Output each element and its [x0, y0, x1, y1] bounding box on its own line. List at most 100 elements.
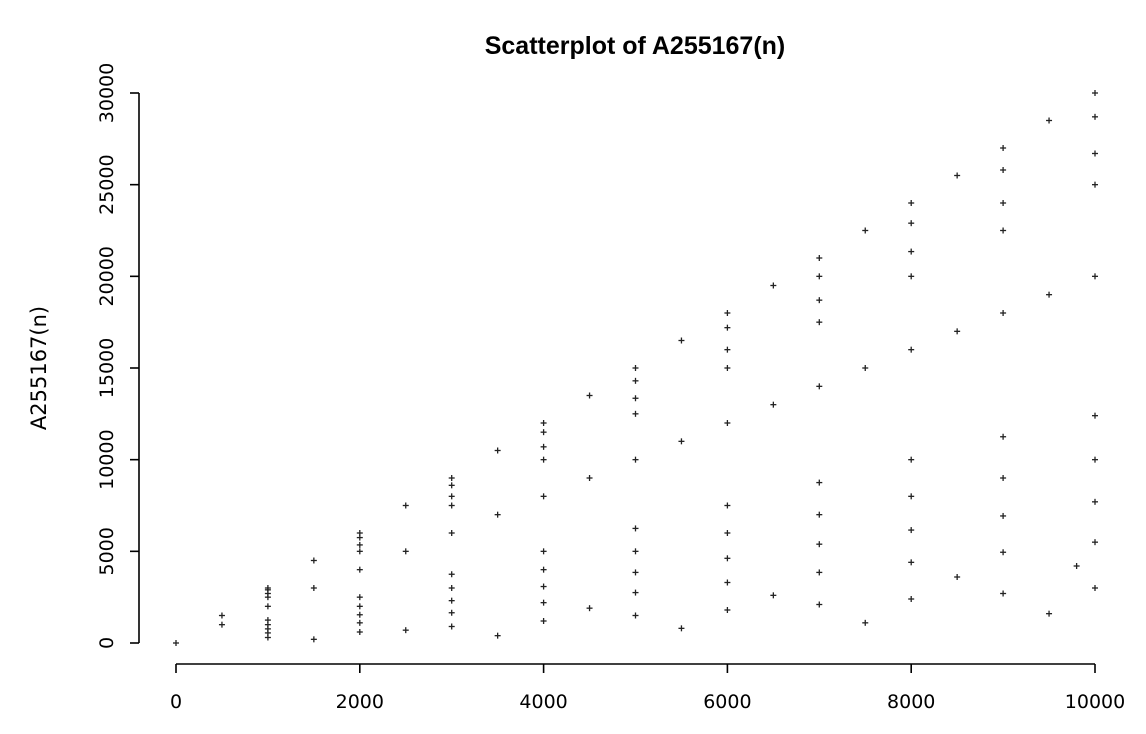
data-point — [448, 585, 455, 591]
data-point — [356, 594, 363, 601]
x-tick-label: 4000 — [519, 691, 567, 713]
data-point — [356, 619, 363, 626]
data-point — [770, 401, 777, 408]
data-point — [908, 493, 915, 500]
data-point — [402, 627, 409, 634]
data-point — [816, 541, 823, 548]
data-point — [540, 618, 547, 624]
data-point — [816, 511, 823, 518]
y-tick-label: 0 — [96, 637, 118, 649]
data-point — [1000, 475, 1007, 481]
x-tick-label: 8000 — [887, 691, 935, 713]
data-point — [908, 527, 915, 534]
data-point — [816, 479, 823, 486]
axes — [138, 93, 1095, 665]
x-tick-label: 2000 — [336, 691, 384, 713]
data-point — [586, 605, 593, 612]
data-point — [724, 502, 731, 509]
data-point — [724, 579, 731, 586]
data-point — [724, 365, 731, 371]
data-point — [448, 482, 455, 489]
x-tick-label: 10000 — [1065, 691, 1125, 713]
data-point — [678, 337, 685, 344]
y-axis-ticks: 0 5000 10000 15000 20000 25000 30000 — [96, 63, 139, 649]
x-tick-label: 6000 — [703, 691, 751, 713]
data-point — [448, 597, 455, 604]
data-point — [1092, 456, 1098, 463]
data-point — [632, 589, 639, 596]
data-point — [1092, 181, 1098, 188]
data-point — [1092, 90, 1098, 96]
chart-title: Scatterplot of A255167(n) — [485, 32, 786, 60]
data-point — [356, 548, 363, 555]
y-tick-label: 25000 — [96, 154, 118, 214]
data-point — [1073, 563, 1080, 569]
data-point — [540, 548, 547, 555]
data-point — [218, 621, 225, 628]
data-point — [816, 319, 823, 326]
data-point — [1000, 200, 1007, 206]
data-point — [1000, 549, 1007, 556]
data-point — [264, 603, 271, 610]
data-point — [954, 574, 961, 580]
data-point — [356, 603, 363, 610]
data-point — [908, 346, 915, 353]
data-point — [540, 566, 547, 573]
data-point — [402, 502, 409, 509]
data-point — [448, 571, 455, 578]
data-point — [356, 629, 363, 635]
data-point — [632, 365, 639, 371]
x-axis-ticks: 0 2000 4000 6000 8000 10000 — [170, 664, 1125, 713]
data-point — [632, 548, 639, 555]
data-point — [1000, 310, 1007, 316]
data-point — [264, 634, 271, 641]
data-point — [356, 566, 363, 573]
data-point — [1092, 412, 1098, 419]
data-point — [724, 607, 731, 613]
data-point — [310, 585, 317, 591]
data-point — [632, 377, 639, 384]
data-point — [954, 172, 961, 179]
y-axis-label: A255167(n) — [27, 306, 51, 430]
y-tick-label: 5000 — [96, 527, 118, 575]
data-point — [1000, 590, 1007, 597]
y-tick-label: 20000 — [96, 246, 118, 306]
data-point — [448, 493, 455, 500]
data-point — [724, 555, 731, 562]
data-point — [1092, 273, 1098, 280]
data-points — [173, 90, 1098, 646]
data-point — [540, 456, 547, 463]
data-point — [816, 383, 823, 390]
data-point — [724, 420, 731, 426]
data-point — [954, 328, 961, 335]
data-point — [448, 609, 455, 616]
data-point — [540, 599, 547, 606]
data-point — [1092, 113, 1098, 120]
data-point — [494, 511, 501, 518]
data-point — [632, 456, 639, 463]
data-point — [724, 346, 731, 353]
data-point — [1046, 610, 1053, 617]
data-point — [908, 200, 915, 206]
data-point — [1092, 498, 1098, 505]
data-point — [264, 594, 271, 601]
data-point — [908, 559, 915, 566]
data-point — [908, 596, 915, 602]
x-tick-label: 0 — [170, 691, 182, 713]
data-point — [540, 493, 547, 500]
data-point — [862, 619, 869, 626]
data-point — [908, 273, 915, 280]
data-point — [908, 456, 915, 463]
data-point — [356, 534, 363, 541]
data-point — [816, 297, 823, 304]
data-point — [173, 640, 179, 646]
data-point — [310, 557, 317, 564]
data-point — [586, 475, 593, 481]
data-point — [1092, 539, 1098, 546]
data-point — [540, 443, 547, 450]
data-point — [448, 623, 455, 630]
data-point — [862, 365, 869, 371]
data-point — [724, 530, 731, 536]
data-point — [1000, 512, 1007, 519]
